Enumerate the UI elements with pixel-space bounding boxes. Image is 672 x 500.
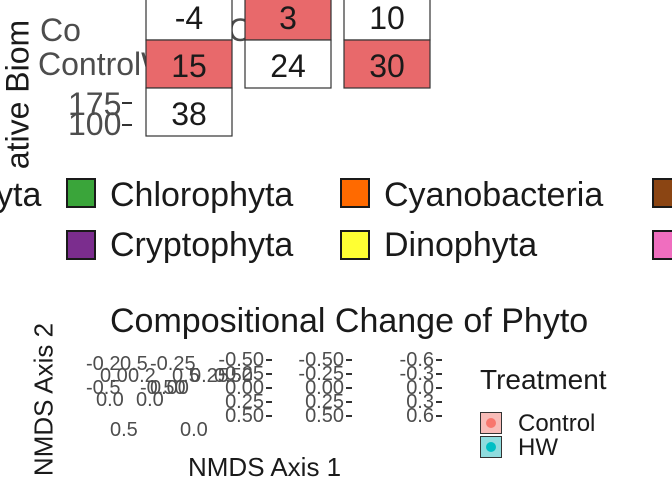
nmds-overlap-tick: 0.0 bbox=[96, 389, 124, 411]
nmds-overlap-tick: 0.5 bbox=[110, 419, 138, 441]
nmds-facet-y-tick: -0.25 bbox=[218, 363, 264, 385]
top-y-tick-175: 175 bbox=[68, 86, 122, 122]
control-point-icon bbox=[486, 418, 496, 428]
legend-label-chlorophyta: Chlorophyta bbox=[110, 176, 294, 214]
nmds-overlap-tick: -0.2 bbox=[86, 353, 120, 375]
nmds-facet-y-tick: -0.6 bbox=[400, 349, 434, 371]
nmds-facet-y-tick: -0.25 bbox=[298, 363, 344, 385]
legend-swatch-partial-pink bbox=[652, 230, 672, 260]
nmds-facet-y-tick: 0.50 bbox=[225, 405, 264, 427]
heatmap-cell bbox=[343, 39, 431, 89]
nmds-facet-y-tick: 0.0 bbox=[406, 377, 434, 399]
legend-swatch-cyanobacteria bbox=[340, 178, 370, 208]
legend-swatch-chlorophyta bbox=[66, 178, 96, 208]
legend-swatch-cryptophyta bbox=[66, 230, 96, 260]
top-y-axis-ticks bbox=[122, 102, 132, 104]
nmds-facet-y-tick: 0.00 bbox=[225, 377, 264, 399]
legend-label-partial: yta bbox=[0, 176, 42, 214]
nmds-facet-y-tick: -0.50 bbox=[218, 349, 264, 371]
legend-label-cryptophyta: Cryptophyta bbox=[110, 226, 294, 264]
nmds-overlap-tick: -0.50 bbox=[140, 377, 186, 399]
heatmap-cell-label: 30 bbox=[369, 48, 405, 84]
hw-point-icon bbox=[486, 442, 496, 452]
heatmap-cell-label: -4 bbox=[175, 0, 203, 36]
nmds-overlap-tick: 0.0 bbox=[100, 365, 128, 387]
treatment-legend-key-hw bbox=[480, 436, 502, 458]
nmds-overlap-tick: 0.50 bbox=[214, 365, 253, 387]
nmds-facets-svg: -0.50-0.250.000.250.50-0.50-0.250.000.25… bbox=[86, 349, 442, 441]
treatment-legend-title: Treatment bbox=[480, 364, 607, 395]
nmds-facet-y-tick: 0.50 bbox=[305, 405, 344, 427]
heatmap-cell-label: 38 bbox=[171, 96, 207, 132]
heatmap-cell bbox=[244, 39, 332, 89]
nmds-overlap-tick: 0.25 bbox=[190, 365, 229, 387]
nmds-overlap-tick: 0.5 bbox=[172, 365, 200, 387]
nmds-overlap-tick: 0.00 bbox=[150, 377, 189, 399]
nmds-facet-y-tick: 0.25 bbox=[225, 391, 264, 413]
nmds-facet-y-tick: -0.50 bbox=[298, 349, 344, 371]
heatmap-cell bbox=[244, 0, 332, 41]
heatmap-cell bbox=[343, 0, 431, 41]
nmds-title: Compositional Change of Phyto bbox=[110, 302, 589, 340]
nmds-overlap-tick: 0.5 bbox=[120, 353, 148, 375]
legend-swatch-partial-brown bbox=[652, 178, 672, 208]
nmds-overlap-tick: -0.25 bbox=[150, 353, 196, 375]
legend-label-cyanobacteria: Cyanobacteria bbox=[384, 176, 604, 214]
nmds-overlap-tick: 0.2 bbox=[128, 365, 156, 387]
nmds-overlap-tick: -0.5 bbox=[86, 377, 120, 399]
nmds-facet-y-tick: 0.6 bbox=[406, 405, 434, 427]
heatmap-cell-label: 10 bbox=[369, 0, 405, 36]
heatmap-cell-label: 15 bbox=[171, 48, 207, 84]
treatment-legend-key-control bbox=[480, 412, 502, 434]
clutter-label-1: Co bbox=[40, 12, 81, 48]
heatmap-cell bbox=[145, 87, 233, 137]
nmds-facet-y-tick: 0.3 bbox=[406, 391, 434, 413]
nmds-facet-y-tick: 0.00 bbox=[305, 377, 344, 399]
heatmap-cell-label: 3 bbox=[279, 0, 297, 36]
nmds-overlap-tick: 0.0 bbox=[180, 419, 208, 441]
treatment-legend-label-hw: HW bbox=[518, 434, 558, 461]
treatment-legend-label-control: Control bbox=[518, 410, 596, 437]
top-y-axis-tick-2 bbox=[122, 124, 132, 126]
heatmap-cell-label: 24 bbox=[270, 48, 306, 84]
top-heatmap-svg: -4 15 38 3 24 10 30 bbox=[145, 0, 431, 137]
nmds-facet-y-tick: 0.25 bbox=[305, 391, 344, 413]
legend-label-dinophyta: Dinophyta bbox=[384, 226, 538, 264]
nmds-overlap-tick: 0.0 bbox=[136, 389, 164, 411]
legend-swatch-dinophyta bbox=[340, 230, 370, 260]
nmds-facet-y-tick: -0.3 bbox=[400, 363, 434, 385]
top-y-tick-100: 100 bbox=[68, 106, 122, 142]
nmds-x-axis-label: NMDS Axis 1 bbox=[188, 452, 342, 482]
